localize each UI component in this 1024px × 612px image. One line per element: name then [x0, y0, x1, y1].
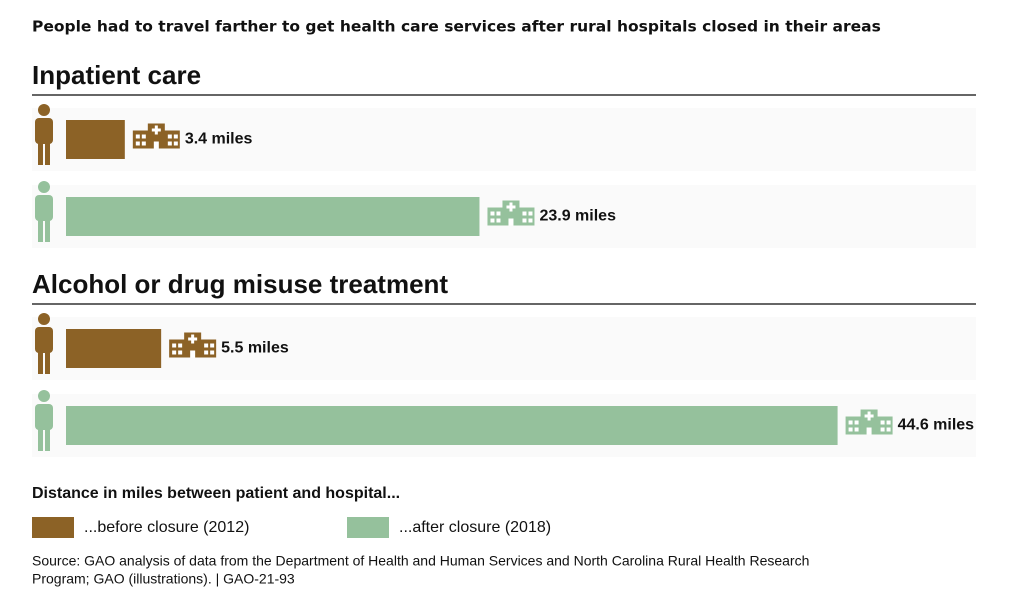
- person-icon: [35, 390, 53, 451]
- legend-swatch: [347, 517, 389, 538]
- bar: [66, 406, 838, 445]
- person-leg: [45, 139, 50, 165]
- hospital-door: [508, 218, 514, 226]
- bar: [66, 120, 125, 159]
- hospital-window: [141, 134, 146, 139]
- hospital-window: [848, 420, 853, 425]
- legend-title: Distance in miles between patient and ho…: [32, 485, 400, 502]
- hospital-window: [172, 343, 177, 348]
- hospital-window: [135, 141, 140, 146]
- person-body: [35, 118, 53, 144]
- hospital-cross: [188, 337, 198, 341]
- legend-label: ...before closure (2012): [84, 519, 249, 536]
- hospital-cross: [506, 205, 516, 209]
- person-leg: [38, 425, 43, 451]
- hospital-window: [886, 427, 891, 432]
- hospital-window: [173, 141, 178, 146]
- hospital-window: [528, 218, 533, 223]
- bar: [66, 329, 162, 368]
- hospital-window: [490, 218, 495, 223]
- hospital-window: [496, 211, 501, 216]
- hospital-window: [522, 211, 527, 216]
- hospital-window: [848, 427, 853, 432]
- value-label: 5.5 miles: [221, 340, 289, 357]
- person-leg: [45, 216, 50, 242]
- hospital-door: [190, 350, 196, 358]
- hospital-window: [204, 343, 209, 348]
- hospital-window: [210, 343, 215, 348]
- legend-label: ...after closure (2018): [399, 519, 551, 536]
- chart-title: People had to travel farther to get heal…: [32, 18, 881, 36]
- panel-heading: Alcohol or drug misuse treatment: [32, 269, 448, 299]
- hospital-window: [167, 141, 172, 146]
- hospital-window: [204, 350, 209, 355]
- hospital-window: [854, 420, 859, 425]
- person-head: [38, 181, 50, 193]
- hospital-window: [522, 218, 527, 223]
- person-head: [38, 313, 50, 325]
- hospital-window: [178, 350, 183, 355]
- hospital-cross: [151, 128, 161, 132]
- hospital-window: [167, 134, 172, 139]
- hospital-icon: [487, 200, 535, 226]
- person-leg: [45, 425, 50, 451]
- person-icon: [35, 313, 53, 374]
- person-leg: [45, 348, 50, 374]
- person-body: [35, 327, 53, 353]
- hospital-window: [172, 350, 177, 355]
- value-label: 44.6 miles: [898, 417, 975, 434]
- person-leg: [38, 216, 43, 242]
- hospital-window: [178, 343, 183, 348]
- hospital-icon: [169, 332, 217, 358]
- source-line: Source: GAO analysis of data from the De…: [32, 553, 809, 569]
- hospital-door: [153, 141, 159, 149]
- hospital-window: [886, 420, 891, 425]
- person-leg: [38, 139, 43, 165]
- hospital-window: [210, 350, 215, 355]
- row-band: [32, 108, 976, 171]
- hospital-window: [135, 134, 140, 139]
- person-head: [38, 390, 50, 402]
- person-body: [35, 404, 53, 430]
- bar: [66, 197, 480, 236]
- hospital-window: [854, 427, 859, 432]
- panel-heading: Inpatient care: [32, 60, 201, 90]
- hospital-window: [880, 420, 885, 425]
- person-leg: [38, 348, 43, 374]
- person-icon: [35, 181, 53, 242]
- hospital-window: [528, 211, 533, 216]
- hospital-icon: [845, 409, 893, 435]
- person-icon: [35, 104, 53, 165]
- hospital-icon: [132, 123, 180, 149]
- hospital-window: [141, 141, 146, 146]
- hospital-window: [496, 218, 501, 223]
- value-label: 3.4 miles: [185, 131, 253, 148]
- value-label: 23.9 miles: [539, 208, 616, 225]
- legend-swatch: [32, 517, 74, 538]
- person-body: [35, 195, 53, 221]
- hospital-window: [173, 134, 178, 139]
- hospital-window: [880, 427, 885, 432]
- hospital-cross: [864, 414, 874, 418]
- person-head: [38, 104, 50, 116]
- hospital-window: [490, 211, 495, 216]
- source-line: Program; GAO (illustrations). | GAO-21-9…: [32, 571, 295, 587]
- hospital-door: [866, 427, 872, 435]
